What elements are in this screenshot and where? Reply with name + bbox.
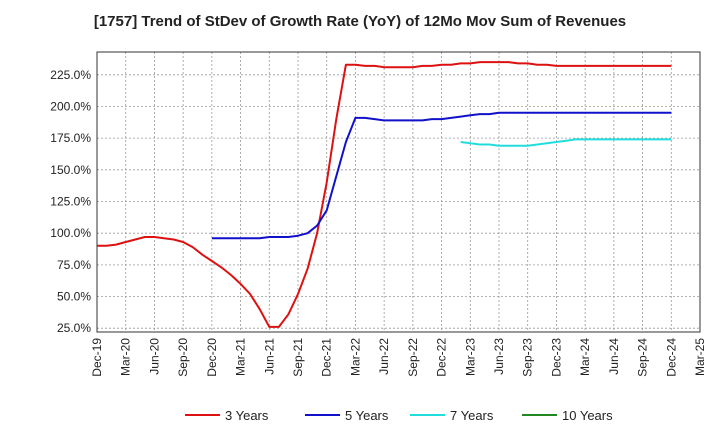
series-line-3-years xyxy=(97,61,672,328)
x-tick-label: Mar-24 xyxy=(578,338,592,376)
x-tick-label: Sep-22 xyxy=(406,338,420,377)
plot-area xyxy=(96,51,701,333)
y-axis-ticks: 25.0% 50.0% 75.0% 100.0% 125.0% 150.0% 175.0% 2… xyxy=(50,68,91,335)
x-tick-label: Sep-21 xyxy=(291,338,305,377)
x-tick-label: Jun-21 xyxy=(262,338,276,375)
x-tick-label: Jun-22 xyxy=(377,338,391,375)
x-tick-label: Jun-23 xyxy=(492,338,506,375)
series-line-5-years xyxy=(211,111,672,240)
x-tick-label: Sep-20 xyxy=(176,338,190,377)
legend-label: 5 Years xyxy=(345,408,389,423)
x-tick-label: Mar-22 xyxy=(348,338,362,376)
grid-lines xyxy=(97,52,700,332)
y-tick-label: 100.0% xyxy=(50,226,91,240)
x-axis-ticks: Dec-19 Mar-20 Jun-20 Sep-20 Dec-20 Mar-21 Jun-… xyxy=(90,338,707,377)
y-tick-label: 150.0% xyxy=(50,163,91,177)
y-tick-label: 75.0% xyxy=(57,258,91,272)
x-tick-label: Jun-24 xyxy=(607,338,621,375)
x-tick-label: Dec-23 xyxy=(549,338,563,377)
y-tick-label: 225.0% xyxy=(50,68,91,82)
x-tick-label: Mar-20 xyxy=(119,338,133,376)
x-tick-label: Dec-20 xyxy=(205,338,219,377)
chart-title: [1757] Trend of StDev of Growth Rate (Yo… xyxy=(93,13,627,30)
x-tick-label: Dec-24 xyxy=(664,338,678,377)
x-tick-label: Mar-23 xyxy=(463,338,477,376)
y-tick-label: 200.0% xyxy=(50,99,91,113)
series-line-7-years xyxy=(460,138,672,147)
x-tick-label: Mar-25 xyxy=(693,338,707,376)
x-tick-label: Jun-20 xyxy=(147,338,161,375)
x-tick-label: Dec-21 xyxy=(320,338,334,377)
y-tick-label: 25.0% xyxy=(57,321,91,335)
x-tick-label: Mar-21 xyxy=(234,338,248,376)
x-tick-label: Dec-19 xyxy=(90,338,104,377)
y-tick-label: 125.0% xyxy=(50,195,91,209)
y-tick-label: 175.0% xyxy=(50,131,91,145)
legend-label: 7 Years xyxy=(450,408,494,423)
x-tick-label: Dec-22 xyxy=(435,338,449,377)
legend-label: 10 Years xyxy=(562,408,613,423)
legend: 3 Years 5 Years 7 Years 10 Years xyxy=(185,408,613,423)
series-lines xyxy=(97,61,672,328)
x-tick-label: Sep-23 xyxy=(521,338,535,377)
y-tick-label: 50.0% xyxy=(57,290,91,304)
legend-label: 3 Years xyxy=(225,408,269,423)
x-tick-label: Sep-24 xyxy=(636,338,650,377)
